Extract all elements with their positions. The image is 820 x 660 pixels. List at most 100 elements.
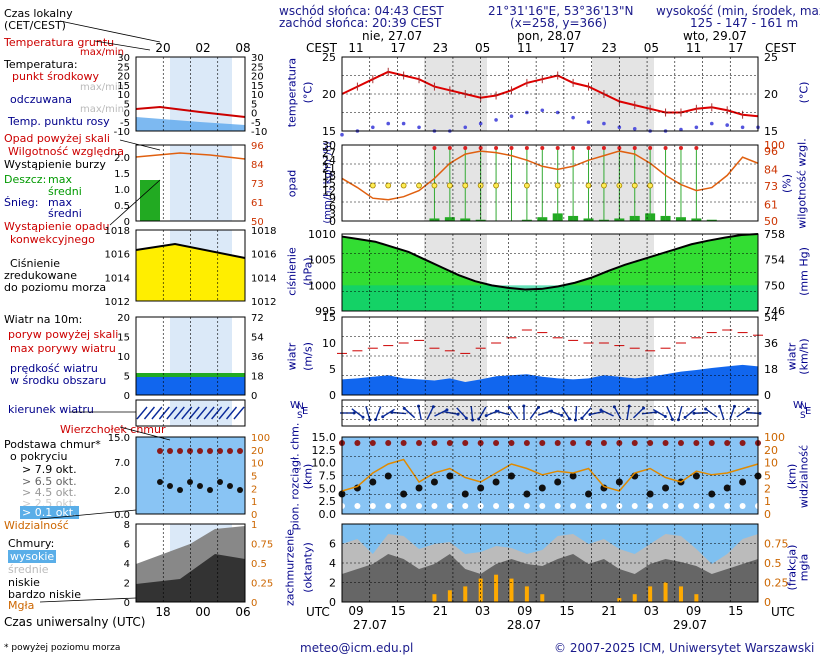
mini-precip-tick: 1.0 xyxy=(114,185,130,196)
mini-cloud-top-dot xyxy=(177,448,183,454)
wind-arrow xyxy=(382,408,395,418)
mini-pressure-tick: 1018 xyxy=(105,226,130,237)
storm-dot xyxy=(647,182,654,189)
fog-tick: 0.5 xyxy=(764,557,782,570)
mini-wind-kmh-tick: 36 xyxy=(251,352,264,363)
local-hour-tick: 11 xyxy=(517,41,532,55)
mini-fog-tick: 0 xyxy=(251,598,257,609)
mini-panel-frame xyxy=(135,56,246,132)
pressure-mmhg-tick: 758 xyxy=(764,228,785,241)
storm-dot xyxy=(416,182,422,189)
dew-point-dot xyxy=(509,114,514,118)
pressure-mmhg-tick: 746 xyxy=(764,305,785,318)
mini-precip-tick: 0 xyxy=(124,217,130,228)
mini-wind-arrow xyxy=(188,406,200,420)
wind-arrow xyxy=(574,405,578,421)
mini-wind-arrow xyxy=(203,406,215,420)
cloud-low-dot xyxy=(462,503,469,509)
mini-panel-frame xyxy=(135,436,246,515)
convective-label-2: konwekcyjnego xyxy=(10,233,95,246)
fog-bar xyxy=(509,578,514,602)
mini-visibility-tick: 10 xyxy=(251,459,264,470)
cover-tick: 2 xyxy=(329,577,336,590)
cloud-top-dot xyxy=(585,440,592,446)
local-hour-tick: 11 xyxy=(686,41,701,55)
fog-label: Mgła xyxy=(8,599,35,612)
storm-dot xyxy=(400,182,407,189)
cloud-base-dot xyxy=(507,472,515,480)
cloud-base-dot xyxy=(446,472,454,480)
mini-utc-tick: 18 xyxy=(155,605,170,619)
storm-dot xyxy=(385,182,392,189)
humidity-tick: 73 xyxy=(764,180,778,193)
cloud-top-dot xyxy=(354,440,361,446)
cloud-base-dot xyxy=(369,478,377,486)
precip-tick: 3 xyxy=(329,207,336,220)
mini-humidity-tick: 96 xyxy=(251,141,264,152)
cloud-top-dot xyxy=(570,440,577,446)
mini-utc-tick: 00 xyxy=(195,605,210,619)
mini-utc-tick: 06 xyxy=(235,605,250,619)
wind-arrow-head xyxy=(627,404,631,408)
compass-n-right: N xyxy=(800,402,807,412)
utc-hour-tick: 03 xyxy=(475,604,490,618)
cloud-low-dot xyxy=(554,503,561,509)
dew-point-dot xyxy=(478,121,483,126)
cloud-top-dot xyxy=(554,440,561,446)
day3-label: wto, 29.07 xyxy=(683,29,747,43)
panel-frame xyxy=(341,233,759,312)
soil-temp-label: Temperatura gruntu xyxy=(4,36,115,49)
humidity-label: Wilgotność względna xyxy=(8,145,125,158)
humidity-tick: 61 xyxy=(764,198,778,211)
contact-email[interactable]: meteo@icm.edu.pl xyxy=(300,641,414,655)
wind-arrow xyxy=(508,407,519,419)
pressure-tick: 1010 xyxy=(308,228,336,241)
precip-tick: 6 xyxy=(329,200,336,213)
mini-wind-arrow xyxy=(181,406,193,420)
wind-arrow-head xyxy=(758,411,762,415)
visibility-label: Widzialność xyxy=(4,519,69,532)
mini-fog-tick: 0.75 xyxy=(251,540,273,551)
mini-wind-arrow xyxy=(166,406,178,420)
wind-tick: 15 xyxy=(322,311,336,324)
cloud-cover-label: o pokryciu xyxy=(10,450,68,463)
dew-point-dot xyxy=(386,121,391,126)
dew-point-dot xyxy=(340,132,344,137)
cloud-base-dot xyxy=(569,472,577,480)
cloud-top-dot xyxy=(724,440,731,446)
dew-point-dot xyxy=(555,110,560,115)
visibility-tick: 1 xyxy=(764,495,771,508)
cloud-base-dot xyxy=(585,490,593,498)
mini-cloud-top-dot xyxy=(187,448,193,454)
utc-hour-tick: 15 xyxy=(728,604,743,618)
cloud-low-dot xyxy=(708,503,715,509)
visibility-tick: 10 xyxy=(764,457,778,470)
storm-dot xyxy=(493,182,499,189)
wind-arrow-head xyxy=(612,405,616,409)
cloud-base-dot xyxy=(400,490,408,498)
elevation-label: wysokość (min, środek, max) xyxy=(656,4,820,18)
utc-hour-tick: 21 xyxy=(433,604,448,618)
mini-temp-tick-right: 25 xyxy=(251,62,264,73)
fog-tick: 0 xyxy=(764,596,771,609)
fog-tick: 0.25 xyxy=(764,577,789,590)
wind-arrow-head xyxy=(599,408,603,412)
cloud-top-dot xyxy=(416,440,423,446)
local-hour-tick: 17 xyxy=(728,41,743,55)
dew-point-dot xyxy=(494,118,498,122)
storm-dot xyxy=(523,182,530,189)
utc-date-label: 27.07 xyxy=(353,618,387,632)
cloud-base-label: Podstawa chmur* xyxy=(4,438,101,451)
wind-arrow-head xyxy=(431,405,435,409)
local-hour-tick: 05 xyxy=(644,41,659,55)
precip-above-dot xyxy=(509,146,514,150)
clouds-medium-label: średnie xyxy=(8,563,49,576)
compass-s: S xyxy=(297,411,303,421)
humidity-tick: 100 xyxy=(764,139,785,152)
panel-frame xyxy=(341,523,759,603)
mini-cloud-top-dot xyxy=(167,448,173,454)
mini-visibility-tick: 20 xyxy=(251,446,264,457)
cloud-base-dot xyxy=(662,484,670,492)
gust-max-label: max porywy wiatru xyxy=(10,342,116,355)
wind-arrow xyxy=(561,406,571,420)
